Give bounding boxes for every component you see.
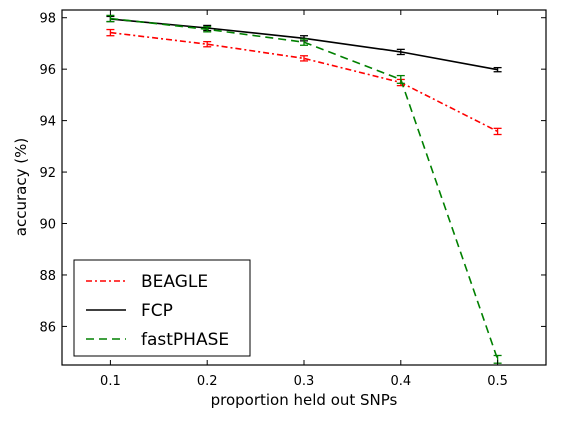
plot-area <box>106 14 502 364</box>
error-bar <box>106 28 115 37</box>
y-tick-label: 94 <box>39 115 56 130</box>
error-bar <box>300 55 308 62</box>
error-bar <box>396 74 405 84</box>
x-tick-label: 0.3 <box>294 374 315 389</box>
x-tick-label: 0.4 <box>390 374 411 389</box>
error-bar <box>493 66 502 73</box>
y-tick-label: 98 <box>39 12 56 27</box>
series-line-beagle <box>110 31 498 133</box>
legend-label: fastPHASE <box>141 330 229 350</box>
legend-item-beagle: BEAGLE <box>86 272 208 292</box>
y-tick-label: 86 <box>39 320 56 335</box>
error-bar <box>203 40 212 48</box>
x-axis-label: proportion held out SNPs <box>211 391 398 409</box>
legend-label: FCP <box>141 301 173 321</box>
y-axis-label: accuracy (%) <box>12 138 30 236</box>
legend-item-fastphase: fastPHASE <box>86 330 229 350</box>
legend: BEAGLE FCP fastPHASE <box>73 259 251 357</box>
error-bar <box>300 38 308 46</box>
error-bar <box>493 127 502 136</box>
error-bar <box>396 48 405 56</box>
legend-item-fcp: FCP <box>86 301 173 321</box>
y-tick-label: 96 <box>39 63 56 78</box>
legend-box <box>73 259 251 357</box>
y-tick-label: 90 <box>39 218 56 233</box>
x-tick-label: 0.1 <box>100 374 121 389</box>
axis-ticks: 0.1 0.2 0.3 0.4 0.5 86 88 90 92 94 96 98 <box>39 10 546 389</box>
error-bar <box>106 14 115 23</box>
error-bar <box>203 26 212 33</box>
x-tick-label: 0.2 <box>197 374 218 389</box>
y-tick-label: 92 <box>39 166 56 181</box>
y-tick-label: 88 <box>39 269 56 284</box>
x-tick-label: 0.5 <box>487 374 508 389</box>
legend-label: BEAGLE <box>141 272 208 292</box>
